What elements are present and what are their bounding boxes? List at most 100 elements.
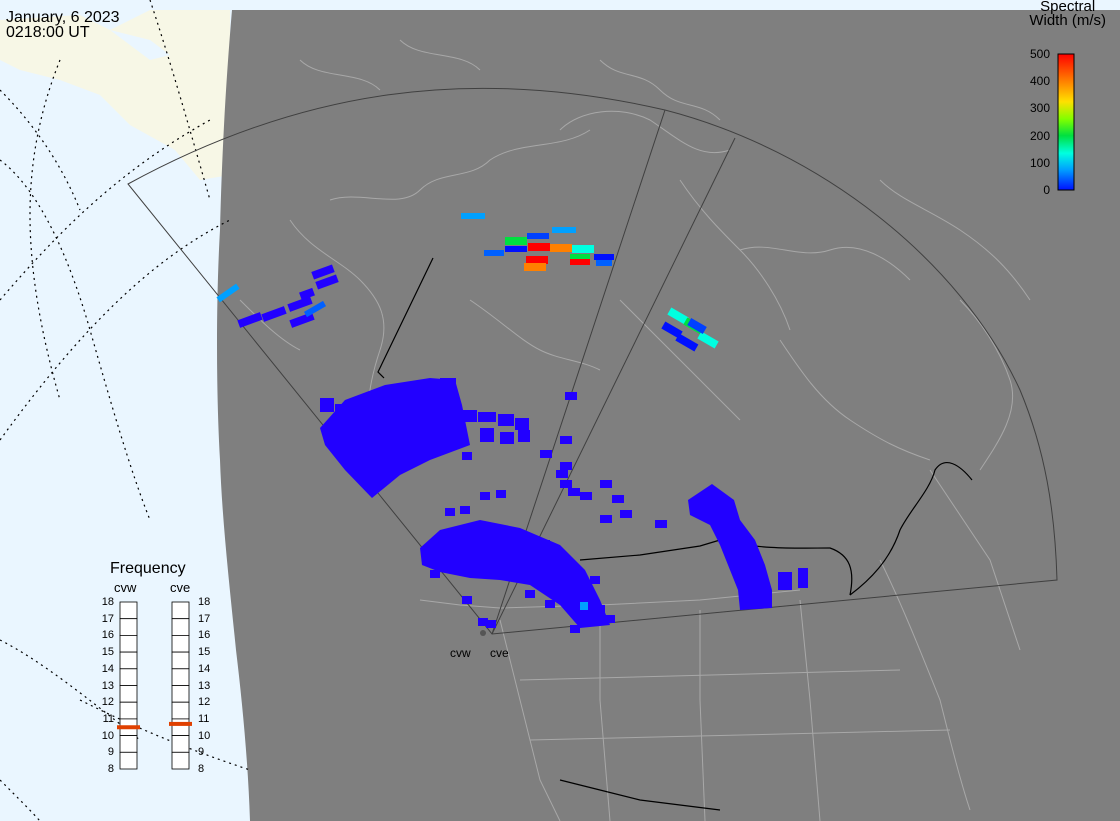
freq-scale-label-right: 14 — [198, 662, 211, 675]
echo-cell — [480, 428, 494, 442]
freq-scale-label-left: 9 — [107, 746, 114, 759]
echo-cell — [498, 414, 514, 426]
date-label: January, 6 2023 — [6, 9, 120, 26]
freq-cell — [171, 735, 190, 753]
freq-scale-label-right: 8 — [198, 763, 205, 775]
echo-layer — [216, 213, 808, 633]
echo-cell — [484, 250, 504, 256]
freq-scale-label-right: 10 — [198, 729, 211, 742]
colorbar-tick-label: 300 — [1029, 101, 1050, 116]
echo-region — [320, 378, 470, 498]
echo-cell — [560, 560, 570, 568]
echo-cell — [594, 254, 614, 260]
echo-cell — [697, 331, 719, 349]
echo-cell — [580, 492, 592, 500]
echo-cell — [528, 243, 550, 251]
freq-scale-label-left: 10 — [101, 729, 114, 742]
freq-scale-label-left: 15 — [101, 646, 114, 659]
echo-cell — [505, 246, 527, 252]
echo-cell — [515, 418, 529, 430]
echo-cell — [527, 233, 549, 239]
freq-cell — [171, 635, 190, 653]
frequency-panel — [117, 601, 192, 770]
freq-cell — [171, 651, 190, 670]
colorbar-gradient — [1057, 53, 1075, 191]
echo-cell — [778, 572, 792, 590]
echo-cell — [524, 263, 546, 271]
echo-cell — [480, 492, 490, 500]
echo-cell — [500, 432, 514, 444]
freq-right-header: cve — [170, 580, 191, 595]
freq-scale-label-right: 16 — [198, 629, 211, 642]
echo-cell — [560, 480, 572, 488]
freq-cell — [119, 701, 138, 720]
freq-cell — [119, 651, 138, 670]
echo-cell — [478, 618, 488, 626]
echo-cell — [461, 213, 485, 219]
echo-cell — [445, 508, 455, 516]
freq-cell — [119, 668, 138, 686]
echo-cell — [675, 333, 699, 352]
freq-cell — [119, 618, 138, 636]
echo-cell — [500, 545, 510, 553]
map-title: January, 6 2023 0218:00 UT — [6, 9, 120, 41]
echo-cell — [462, 452, 472, 460]
echo-region — [420, 520, 610, 628]
echo-cell — [478, 412, 496, 422]
lat-lon-grid — [0, 0, 251, 821]
freq-cell — [171, 718, 190, 737]
echo-cell — [287, 296, 313, 312]
echo-cell — [470, 555, 480, 563]
freq-marker — [117, 725, 140, 730]
echo-cell — [311, 264, 335, 280]
freq-cell — [171, 618, 190, 636]
radar-site-marker — [480, 630, 486, 636]
freq-left-header: cvw — [114, 580, 137, 595]
echo-cell — [550, 244, 572, 252]
coastlines — [239, 39, 1031, 821]
echo-cell — [455, 410, 477, 422]
echo-cell — [540, 450, 552, 458]
echo-cell — [486, 620, 496, 628]
freq-cell — [171, 601, 190, 620]
echo-cell — [612, 495, 624, 503]
echo-cell — [496, 490, 506, 498]
echo-cell — [440, 378, 456, 392]
ice-inlet — [110, 30, 170, 60]
time-label: 0218:00 UT — [6, 24, 90, 41]
freq-scale-label-right: 13 — [198, 679, 211, 692]
freq-cell — [171, 701, 190, 720]
freq-scale-label-left: 12 — [101, 696, 114, 709]
radar-label-west: cvw — [450, 646, 471, 660]
freq-cell — [171, 751, 190, 770]
freq-marker — [169, 721, 192, 726]
echo-cell — [261, 306, 287, 322]
echo-cell — [560, 436, 572, 444]
freq-scale-label-right: 17 — [198, 612, 211, 625]
freq-scale-label-left: 14 — [101, 662, 114, 675]
echo-cell — [505, 237, 527, 245]
echo-cell — [595, 605, 605, 613]
echo-cell — [620, 510, 632, 518]
colorbar-tick-label: 500 — [1029, 47, 1050, 61]
echo-cell — [661, 321, 683, 339]
echo-cell — [303, 300, 327, 318]
echo-cell — [570, 625, 580, 633]
frequency-title: Frequency — [110, 560, 186, 577]
colorbar-title-line1: Spectral — [1040, 0, 1096, 15]
echo-cell — [655, 520, 667, 528]
freq-scale-label-right: 11 — [198, 712, 210, 725]
echo-cell — [525, 590, 535, 598]
echo-cell — [590, 576, 600, 584]
ice-region — [0, 10, 230, 180]
echo-cell — [462, 596, 472, 604]
echo-cell — [526, 256, 548, 264]
echo-cell — [552, 227, 576, 233]
freq-cell — [119, 685, 138, 703]
echo-cell — [299, 287, 315, 301]
echo-cell — [545, 600, 555, 608]
echo-cell — [596, 260, 612, 266]
colorbar-tick-label: 100 — [1029, 155, 1050, 170]
freq-cell — [171, 685, 190, 703]
